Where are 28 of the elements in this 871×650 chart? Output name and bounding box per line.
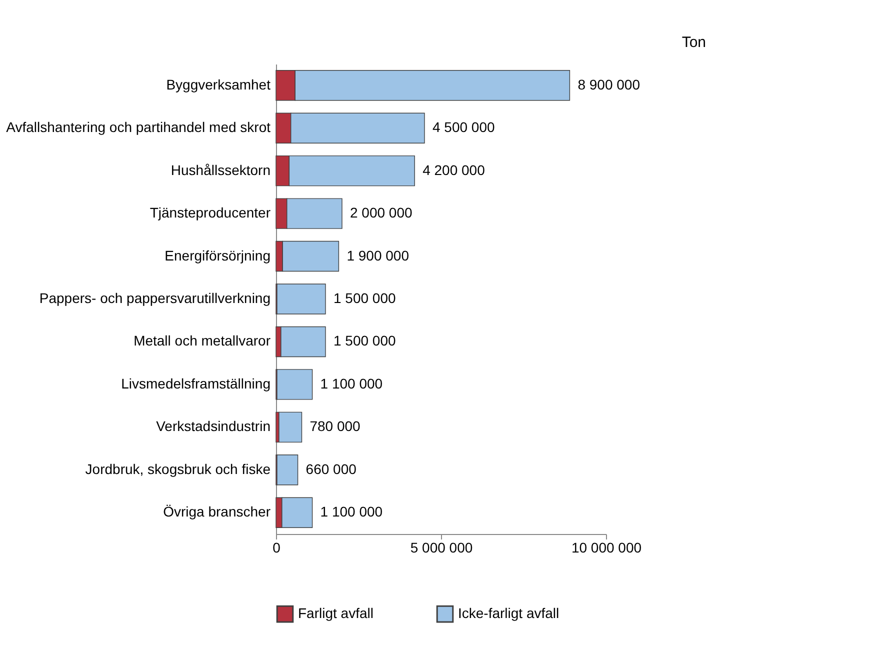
legend-label: Farligt avfall bbox=[298, 605, 374, 622]
total-label: 4 500 000 bbox=[432, 119, 495, 136]
y-tick-label: Metall och metallvaror bbox=[134, 332, 271, 349]
y-tick-label: Energiförsörjning bbox=[164, 247, 270, 264]
total-label: 660 000 bbox=[306, 460, 357, 477]
total-label: 1 100 000 bbox=[320, 504, 383, 520]
y-tick-label: Övriga branscher bbox=[163, 504, 271, 520]
y-tick-label: Jordbruk, skogsbruk och fiske bbox=[85, 460, 271, 477]
y-tick-label: Verkstadsindustrin bbox=[156, 418, 270, 434]
y-tick-label: Pappers- och pappersvarutillverkning bbox=[39, 290, 270, 306]
total-label: 1 900 000 bbox=[346, 247, 410, 264]
y-tick-label: Tjänsteproducenter bbox=[150, 204, 271, 221]
total-label: 4 200 000 bbox=[422, 162, 486, 178]
text: Ton bbox=[682, 34, 706, 51]
total-label: 2 000 000 bbox=[350, 204, 412, 221]
y-tick-label: Hushållssektorn bbox=[170, 162, 270, 178]
total-label: 1 500 000 bbox=[334, 332, 396, 349]
x-tick-label: 0 bbox=[272, 540, 281, 556]
x-tick-label: 5 000 000 bbox=[410, 540, 473, 556]
y-tick-label: Avfallshantering och partihandel med skrot bbox=[6, 119, 271, 136]
y-tick-label: Livsmedelsframställning bbox=[121, 375, 270, 392]
total-label: 8 900 000 bbox=[578, 76, 640, 92]
y-tick-label: Byggverksamhet bbox=[166, 76, 271, 92]
total-label: 1 100 000 bbox=[320, 375, 383, 392]
legend-label: Icke-farligt avfall bbox=[458, 605, 560, 622]
x-tick-label: 10 000 000 bbox=[571, 540, 642, 556]
total-label: 780 000 bbox=[310, 418, 361, 434]
total-label: 1 500 000 bbox=[334, 290, 396, 306]
